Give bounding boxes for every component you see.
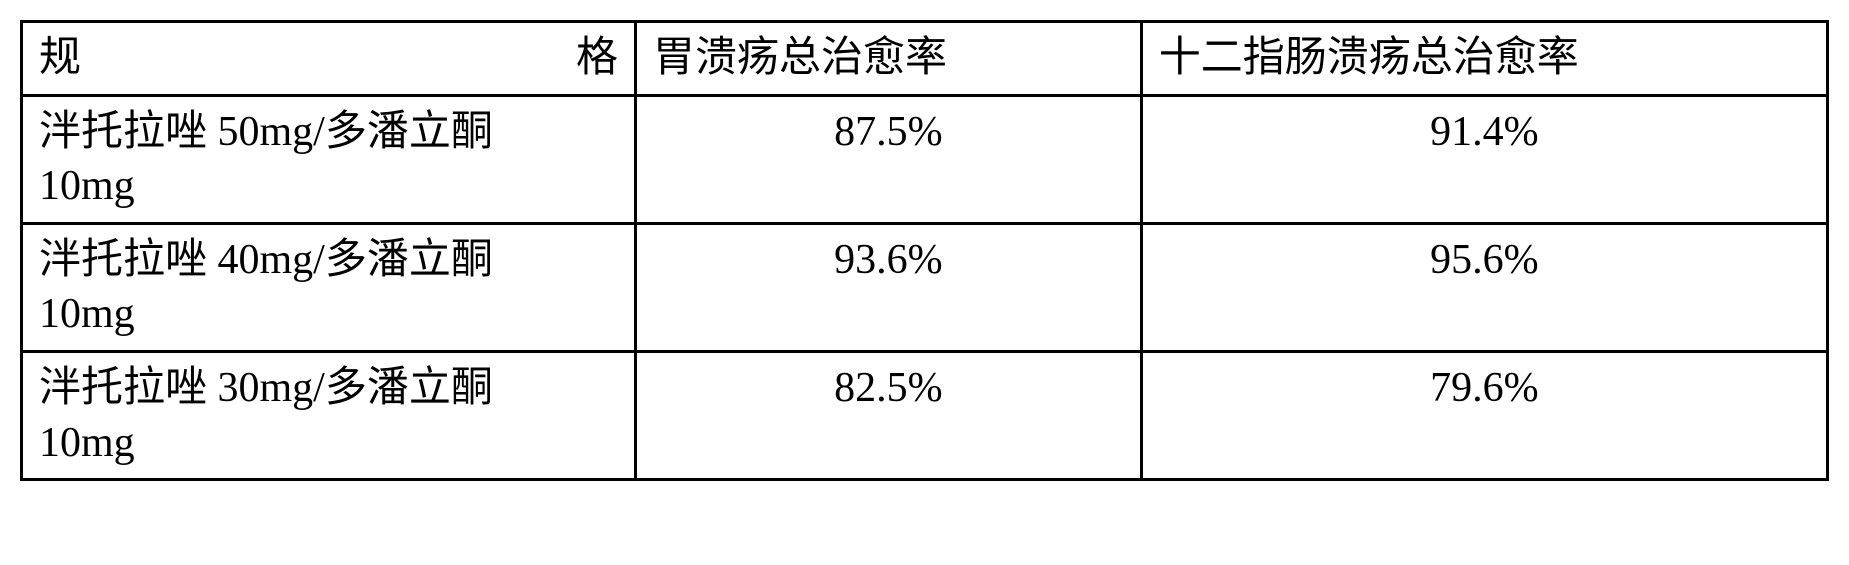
header-spec-char2: 格 <box>576 31 618 86</box>
column-header-spec: 规 格 <box>22 22 636 96</box>
cell-gastric: 82.5% <box>636 351 1142 479</box>
table-row: 泮托拉唑 50mg/多潘立酮 10mg 87.5% 91.4% <box>22 95 1828 223</box>
cell-gastric: 87.5% <box>636 95 1142 223</box>
header-spec-char1: 规 <box>39 31 81 86</box>
table-row: 泮托拉唑 40mg/多潘立酮 10mg 93.6% 95.6% <box>22 223 1828 351</box>
cell-duodenal: 79.6% <box>1141 351 1827 479</box>
data-table-container: 规 格 胃溃疡总治愈率 十二指肠溃疡总治愈率 泮托拉唑 50mg/多潘立酮 10… <box>20 20 1829 481</box>
table-header-row: 规 格 胃溃疡总治愈率 十二指肠溃疡总治愈率 <box>22 22 1828 96</box>
spec-line1: 泮托拉唑 50mg/多潘立酮 <box>39 105 618 160</box>
cell-gastric: 93.6% <box>636 223 1142 351</box>
spec-line1: 泮托拉唑 30mg/多潘立酮 <box>39 361 618 416</box>
column-header-duodenal: 十二指肠溃疡总治愈率 <box>1141 22 1827 96</box>
cell-spec: 泮托拉唑 50mg/多潘立酮 10mg <box>22 95 636 223</box>
clinical-data-table: 规 格 胃溃疡总治愈率 十二指肠溃疡总治愈率 泮托拉唑 50mg/多潘立酮 10… <box>20 20 1829 481</box>
cell-duodenal: 95.6% <box>1141 223 1827 351</box>
spec-line1: 泮托拉唑 40mg/多潘立酮 <box>39 233 618 288</box>
cell-spec: 泮托拉唑 40mg/多潘立酮 10mg <box>22 223 636 351</box>
table-row: 泮托拉唑 30mg/多潘立酮 10mg 82.5% 79.6% <box>22 351 1828 479</box>
spec-line2: 10mg <box>39 159 618 214</box>
cell-spec: 泮托拉唑 30mg/多潘立酮 10mg <box>22 351 636 479</box>
column-header-gastric: 胃溃疡总治愈率 <box>636 22 1142 96</box>
spec-line2: 10mg <box>39 287 618 342</box>
cell-duodenal: 91.4% <box>1141 95 1827 223</box>
spec-line2: 10mg <box>39 416 618 471</box>
